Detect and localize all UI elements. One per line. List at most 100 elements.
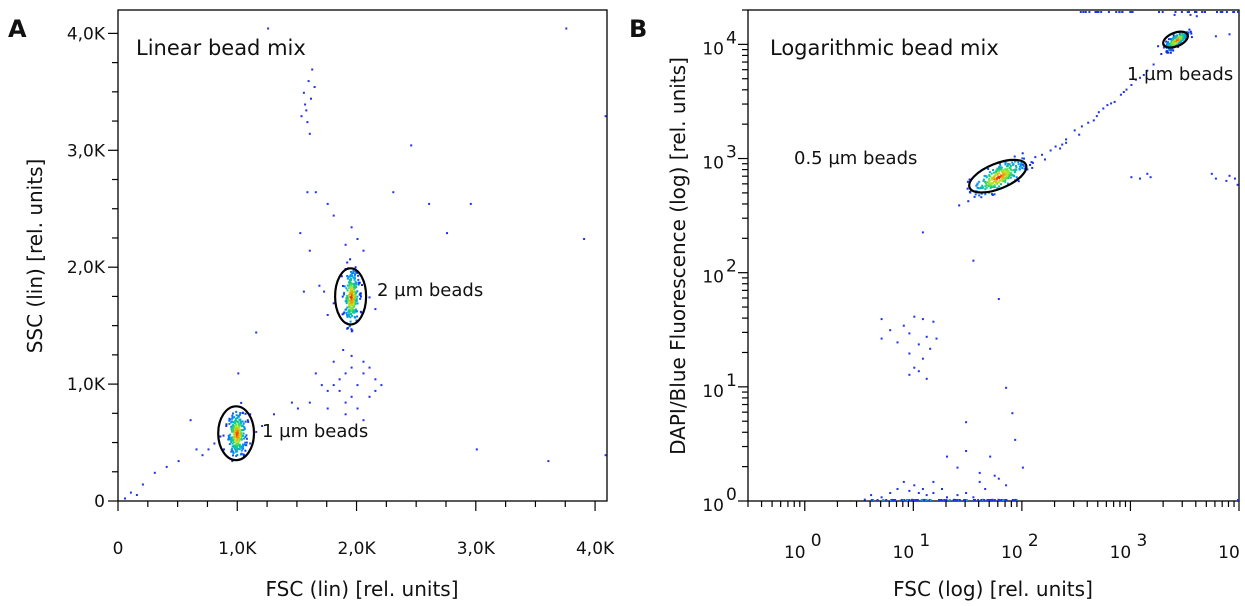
event-dot: [1189, 13, 1192, 16]
bead-event-dot: [346, 297, 349, 300]
event-dot: [1187, 11, 1190, 13]
bead-event-dot: [1007, 163, 1010, 165]
bead-event-dot: [348, 294, 350, 296]
bead-event-dot: [232, 412, 234, 415]
bead-event-dot: [996, 172, 998, 175]
event-dot: [906, 499, 909, 501]
event-dot: [889, 499, 892, 501]
event-dot: [989, 455, 992, 458]
event-dot: [362, 419, 365, 422]
bead-event-dot: [1013, 171, 1016, 174]
bead-event-dot: [348, 275, 351, 278]
bead-event-dot: [347, 276, 350, 279]
x-tick-label: 0: [113, 539, 124, 559]
density-dot-layer: [863, 11, 1239, 501]
bead-event-dot: [242, 422, 245, 425]
event-dot: [915, 499, 917, 501]
bead-event-dot: [1167, 41, 1169, 44]
event-dot: [302, 290, 305, 293]
bead-event-dot: [348, 278, 351, 281]
bead-event-dot: [239, 412, 242, 414]
event-dot: [374, 389, 377, 392]
event-dot: [1061, 143, 1064, 146]
bead-event-dot: [998, 172, 1001, 175]
event-dot: [896, 341, 899, 344]
bead-event-dot: [984, 180, 986, 183]
bead-event-dot: [981, 184, 984, 187]
event-dot: [921, 318, 924, 321]
bead-event-dot: [358, 281, 361, 284]
event-dot: [1186, 11, 1189, 13]
event-dot: [1180, 11, 1183, 13]
event-dot: [302, 91, 305, 94]
bead-event-dot: [997, 167, 1000, 170]
event-dot: [350, 366, 353, 369]
event-dot: [925, 377, 928, 380]
bead-event-dot: [1162, 46, 1165, 49]
bead-event-dot: [1180, 37, 1183, 40]
bead-event-dot: [242, 429, 245, 431]
event-dot: [913, 315, 916, 318]
bead-event-dot: [230, 441, 233, 443]
bead-event-dot: [237, 414, 240, 417]
event-dot: [1125, 88, 1128, 91]
gate-ellipse: [968, 158, 1028, 194]
bead-event-dot: [991, 176, 994, 179]
event-dot: [921, 498, 924, 501]
bead-event-dot: [987, 168, 990, 170]
event-dot: [1097, 11, 1100, 13]
bead-event-dot: [1000, 166, 1003, 169]
bead-event-dot: [349, 316, 352, 319]
bead-event-dot: [355, 308, 357, 311]
bead-event-dot: [243, 437, 246, 440]
event-dot: [314, 372, 317, 375]
axis-tick-layer: 100101102103104100101102103104: [702, 9, 1240, 563]
event-dot: [902, 480, 905, 483]
event-dot: [1129, 11, 1132, 13]
event-dot: [965, 492, 968, 494]
event-dot: [908, 332, 911, 335]
x-tick-label: 3,0K: [457, 539, 496, 559]
bead-event-dot: [1170, 41, 1173, 44]
bead-event-dot: [349, 320, 352, 323]
bead-event-dot: [989, 179, 991, 182]
event-dot: [1228, 33, 1231, 36]
event-dot: [368, 366, 371, 369]
y-tick-label: 10: [702, 154, 724, 174]
bead-event-dot: [350, 288, 353, 291]
event-dot: [223, 448, 225, 451]
event-dot: [912, 499, 915, 501]
bead-event-dot: [1006, 169, 1009, 172]
bead-event-dot: [1003, 169, 1006, 172]
bead-event-dot: [231, 424, 234, 427]
bead-event-dot: [1175, 35, 1178, 38]
event-dot: [1110, 102, 1113, 105]
event-dot: [921, 231, 924, 234]
bead-event-dot: [234, 439, 237, 441]
bead-event-dot: [234, 421, 237, 424]
event-dot: [872, 499, 874, 501]
event-dot: [1005, 484, 1008, 487]
bead-event-dot: [349, 286, 352, 289]
event-dot: [246, 419, 249, 422]
event-dot: [308, 132, 311, 135]
event-dot: [604, 115, 607, 118]
bead-event-dot: [1012, 163, 1015, 166]
event-dot: [945, 498, 948, 501]
event-dot: [1011, 499, 1014, 501]
bead-event-dot: [1179, 39, 1182, 42]
bead-event-dot: [1165, 43, 1168, 46]
bead-event-dot: [238, 432, 241, 435]
bead-event-dot: [1006, 172, 1009, 175]
bead-event-dot: [1021, 157, 1024, 160]
bead-event-dot: [241, 412, 244, 415]
bead-event-dot: [1018, 165, 1021, 168]
event-dot: [1119, 93, 1122, 96]
bead-event-dot: [355, 298, 358, 301]
bead-event-dot: [1181, 35, 1184, 37]
event-dot: [304, 103, 307, 106]
bead-event-dot: [349, 304, 352, 307]
bead-event-dot: [992, 185, 995, 188]
bead-event-dot: [1031, 166, 1034, 169]
bead-event-dot: [353, 285, 356, 288]
